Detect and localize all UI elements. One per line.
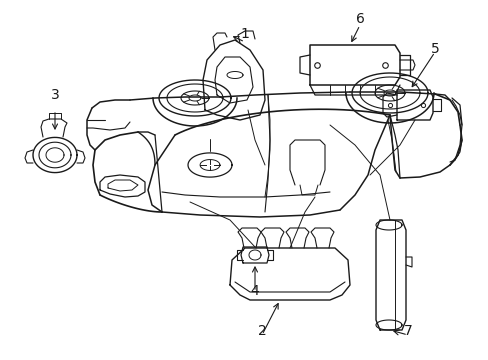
Text: 4: 4 (250, 284, 259, 298)
Text: 3: 3 (51, 88, 59, 102)
Text: 1: 1 (240, 27, 249, 41)
Text: 6: 6 (355, 12, 364, 26)
Text: 2: 2 (257, 324, 266, 338)
Text: 5: 5 (430, 42, 439, 56)
Text: 7: 7 (403, 324, 411, 338)
